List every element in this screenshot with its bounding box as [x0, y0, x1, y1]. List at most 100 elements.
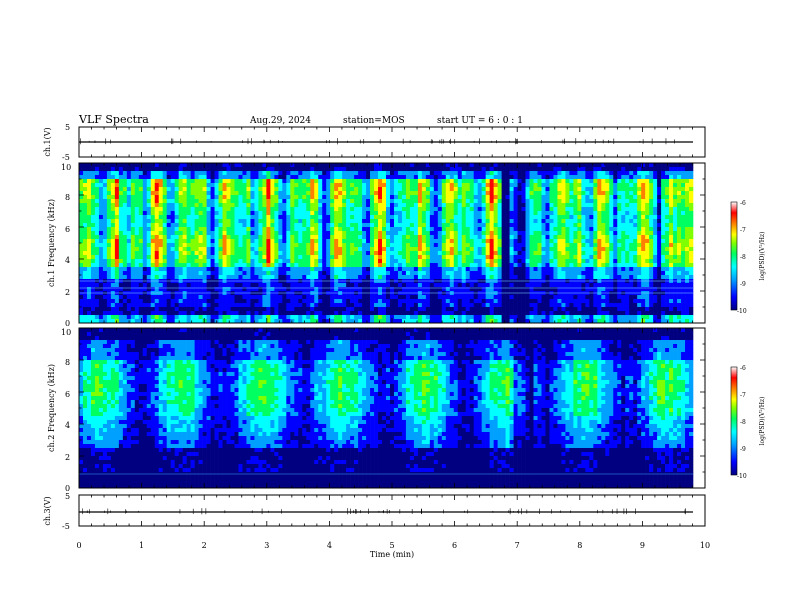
spectrogram-cell: [410, 303, 414, 307]
spectrogram-cell: [370, 199, 374, 203]
spectrogram-cell: [175, 263, 179, 267]
spectrogram-cell: [143, 315, 147, 319]
spectrogram-cell: [338, 199, 342, 203]
spectrogram-cell: [207, 259, 211, 263]
spectrogram-cell: [119, 227, 123, 231]
spectrogram-cell: [406, 235, 410, 239]
spectrogram-cell: [298, 311, 302, 315]
spectrogram-cell: [366, 275, 370, 279]
spectrogram-cell: [211, 219, 215, 223]
spectrogram-cell: [274, 171, 278, 175]
spectrogram-cell: [314, 287, 318, 291]
spectrogram-cell: [211, 203, 215, 207]
spectrogram-cell: [478, 295, 482, 299]
spectrogram-cell: [306, 271, 310, 275]
spectrogram-cell: [458, 287, 462, 291]
spectrogram-cell: [354, 223, 358, 227]
spectrogram-cell: [358, 171, 362, 175]
spectrogram-cell: [231, 183, 235, 187]
spectrogram-cell: [258, 175, 262, 179]
spectrogram-cell: [223, 207, 227, 211]
spectrogram-cell: [127, 243, 131, 247]
spectrogram-cell: [286, 235, 290, 239]
spectrogram-cell: [362, 223, 366, 227]
spectrogram-cell: [103, 275, 107, 279]
spectrogram-cell: [462, 191, 466, 195]
spectrogram-cell: [286, 215, 290, 219]
spectrogram-cell: [406, 311, 410, 315]
spectrogram-cell: [187, 215, 191, 219]
spectrogram-cell: [494, 311, 498, 315]
spectrogram-cell: [430, 311, 434, 315]
spectrogram-cell: [557, 187, 561, 191]
spectrogram-cell: [151, 199, 155, 203]
spectrogram-cell: [474, 255, 478, 259]
spectrogram-cell: [282, 295, 286, 299]
spectrogram-cell: [274, 287, 278, 291]
spectrogram-cell: [362, 231, 366, 235]
spectrogram-cell: [155, 275, 159, 279]
spectrogram-cell: [199, 311, 203, 315]
spectrogram-cell: [561, 255, 565, 259]
spectrogram-cell: [510, 247, 514, 251]
spectrogram-cell: [207, 187, 211, 191]
spectrogram-cell: [302, 307, 306, 311]
spectrogram-cell: [354, 183, 358, 187]
spectrogram-cell: [358, 231, 362, 235]
spectrogram-cell: [414, 255, 418, 259]
spectrogram-cell: [234, 315, 238, 319]
spectrogram-cell: [99, 179, 103, 183]
spectrogram-cell: [211, 223, 215, 227]
spectrogram-cell: [569, 175, 573, 179]
spectrogram-cell: [506, 251, 510, 255]
spectrogram-cell: [406, 243, 410, 247]
spectrogram-cell: [510, 203, 514, 207]
spectrogram-cell: [342, 191, 346, 195]
spectrogram-cell: [545, 191, 549, 195]
spectrogram-cell: [398, 179, 402, 183]
spectrogram-cell: [310, 303, 314, 307]
spectrogram-cell: [486, 247, 490, 251]
spectrogram-cell: [553, 259, 557, 263]
spectrogram-cell: [155, 195, 159, 199]
spectrogram-cell: [199, 215, 203, 219]
spectrogram-cell: [510, 315, 514, 319]
spectrogram-cell: [223, 243, 227, 247]
spectrogram-cell: [179, 271, 183, 275]
spectrogram-cell: [426, 203, 430, 207]
spectrogram-cell: [541, 303, 545, 307]
spectrogram-cell: [99, 243, 103, 247]
spectrogram-cell: [557, 259, 561, 263]
spectrogram-cell: [498, 203, 502, 207]
spectrogram-cell: [510, 303, 514, 307]
spectrogram-cell: [426, 175, 430, 179]
spectrogram-cell: [306, 311, 310, 315]
spectrogram-cell: [135, 239, 139, 243]
spectrogram-cell: [418, 315, 422, 319]
spectrogram-cell: [151, 211, 155, 215]
spectrogram-cell: [167, 299, 171, 303]
spectrogram-cell: [462, 187, 466, 191]
spectrogram-cell: [107, 275, 111, 279]
spectrogram-cell: [394, 247, 398, 251]
spectrogram-cell: [143, 255, 147, 259]
spectrogram-cell: [139, 251, 143, 255]
spectrogram-cell: [530, 251, 534, 255]
spectrogram-cell: [534, 219, 538, 223]
spectrogram-cell: [338, 211, 342, 215]
spectrogram-cell: [526, 299, 530, 303]
spectrogram-cell: [518, 195, 522, 199]
spectrogram-cell: [494, 199, 498, 203]
spectrogram-cell: [346, 315, 350, 319]
spectrogram-cell: [242, 223, 246, 227]
spectrogram-cell: [354, 295, 358, 299]
spectrogram-cell: [294, 239, 298, 243]
spectrogram-cell: [123, 287, 127, 291]
spectrogram-cell: [406, 307, 410, 311]
spectrogram-cell: [103, 311, 107, 315]
spectrogram-cell: [398, 199, 402, 203]
spectrogram-cell: [167, 243, 171, 247]
spectrogram-cell: [155, 223, 159, 227]
spectrogram-cell: [502, 251, 506, 255]
spectrogram-cell: [378, 299, 382, 303]
